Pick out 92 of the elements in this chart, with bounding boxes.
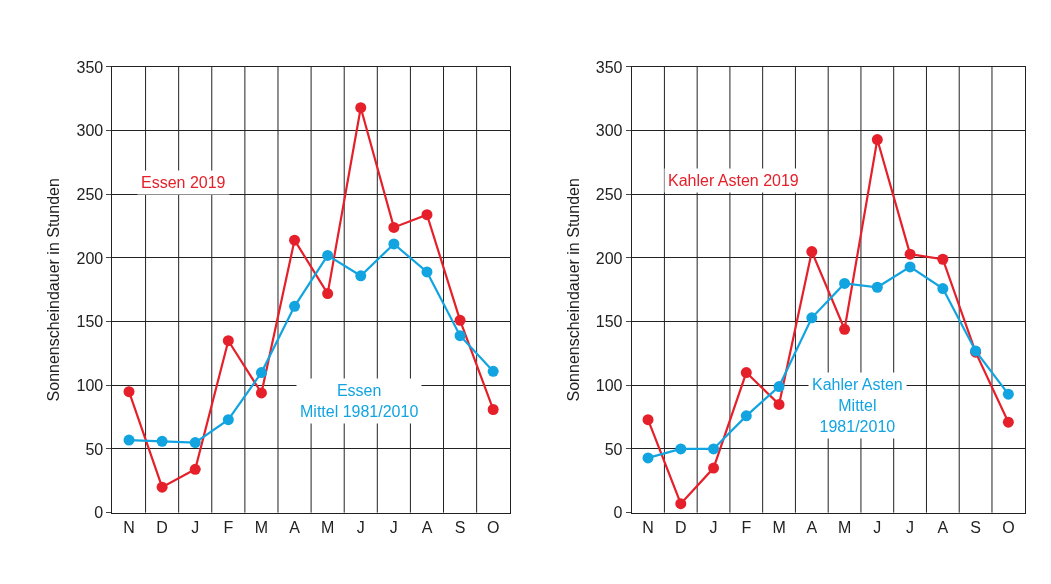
y-tick-label: 150 — [76, 313, 104, 331]
point — [289, 234, 301, 246]
y-tick-label: 150 — [595, 313, 623, 331]
point — [487, 403, 499, 415]
series-label: Kahler Asten Mittel 1981/2010 — [812, 376, 903, 435]
y-axis-title: Sonnenscheindauer in Stunden — [564, 178, 582, 402]
x-tick-label: J — [873, 518, 882, 536]
y-tick-label: 50 — [85, 440, 104, 458]
y-tick-label: 250 — [76, 185, 104, 203]
point — [806, 312, 818, 324]
x-tick-label: J — [389, 518, 398, 536]
point — [487, 365, 499, 377]
point — [123, 434, 135, 446]
y-tick-label: 300 — [76, 122, 104, 140]
point — [421, 209, 433, 221]
point — [904, 261, 916, 273]
point — [937, 253, 949, 265]
y-tick-label: 200 — [76, 249, 104, 267]
x-tick-label: J — [906, 518, 915, 536]
point — [355, 270, 367, 282]
point — [355, 102, 367, 114]
y-tick-label: 100 — [595, 376, 623, 394]
x-tick-label: S — [454, 518, 466, 536]
point — [871, 134, 883, 146]
point — [255, 387, 267, 399]
point — [388, 238, 400, 250]
point — [642, 414, 654, 426]
y-tick-label: 200 — [595, 249, 623, 267]
point — [255, 367, 267, 379]
y-tick-label: 0 — [94, 504, 104, 522]
x-tick-label: A — [806, 518, 818, 536]
point — [322, 249, 334, 261]
x-tick-label: A — [937, 518, 949, 536]
text: Kahler Asten 2019 — [668, 172, 799, 189]
x-tick-label: D — [156, 518, 168, 536]
point — [675, 498, 687, 510]
point — [708, 443, 720, 455]
x-tick-label: F — [223, 518, 234, 536]
point — [156, 481, 168, 493]
y-tick-label: 300 — [595, 122, 623, 140]
x-tick-label: M — [320, 518, 335, 536]
point — [1002, 388, 1014, 400]
point — [773, 398, 785, 410]
x-tick-label: D — [675, 518, 687, 536]
point — [806, 246, 818, 258]
point — [1002, 416, 1014, 428]
point — [740, 410, 752, 422]
y-tick-label: 0 — [613, 504, 623, 522]
x-tick-label: O — [1002, 518, 1015, 536]
y-tick-label: 100 — [76, 376, 104, 394]
point — [222, 414, 234, 426]
point — [773, 381, 785, 393]
y-tick-label: 350 — [76, 58, 104, 76]
point — [123, 386, 135, 398]
x-tick-label: J — [709, 518, 718, 536]
x-tick-label: M — [254, 518, 269, 536]
point — [871, 281, 883, 293]
y-tick-label: 50 — [604, 440, 623, 458]
x-tick-label: N — [123, 518, 135, 536]
x-tick-label: A — [289, 518, 301, 536]
point — [322, 288, 334, 300]
x-tick-label: F — [741, 518, 752, 536]
y-axis-title: Sonnenscheindauer in Stunden — [45, 178, 63, 402]
point — [839, 277, 851, 289]
x-tick-label: A — [421, 518, 433, 536]
point — [839, 323, 851, 335]
point — [156, 435, 168, 447]
y-tick-label: 250 — [595, 185, 623, 203]
point — [708, 462, 720, 474]
x-tick-label: J — [356, 518, 365, 536]
text: Essen 2019 — [141, 174, 226, 191]
point — [740, 367, 752, 379]
point — [454, 330, 466, 342]
x-tick-label: N — [642, 518, 654, 536]
point — [189, 437, 201, 449]
point — [937, 283, 949, 295]
point — [904, 248, 916, 260]
point — [189, 463, 201, 475]
point — [421, 266, 433, 278]
point — [222, 335, 234, 347]
point — [454, 314, 466, 326]
x-tick-label: J — [191, 518, 200, 536]
point — [388, 221, 400, 233]
point — [289, 300, 301, 312]
x-tick-label: S — [970, 518, 981, 536]
text: Essen Mittel 1981/2010 — [300, 382, 419, 420]
point — [642, 452, 654, 464]
point — [675, 443, 687, 455]
y-tick-label: 350 — [595, 58, 623, 76]
x-tick-label: O — [486, 518, 500, 536]
x-tick-label: M — [772, 518, 786, 536]
x-tick-label: M — [837, 518, 852, 536]
